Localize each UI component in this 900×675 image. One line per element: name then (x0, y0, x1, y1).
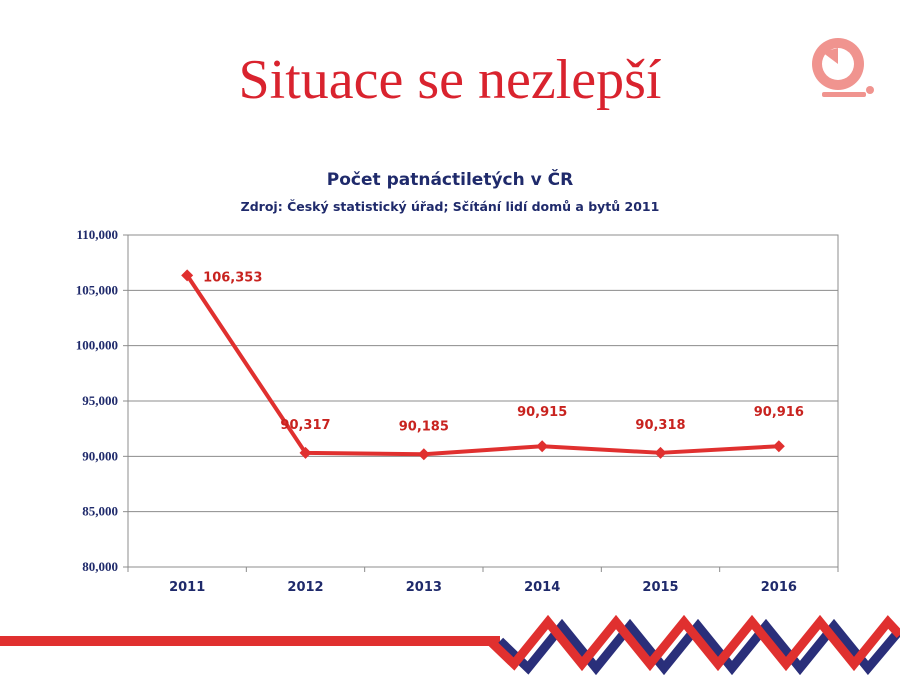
y-tick-label: 80,000 (82, 559, 118, 574)
chart-subtitle: Zdroj: Český statistický úřad; Sčítání l… (240, 199, 660, 214)
x-tick-label: 2011 (169, 580, 205, 595)
y-tick-label: 105,000 (76, 282, 118, 297)
chart-title: Počet patnáctiletých v ČR (326, 170, 574, 190)
series-line (185, 274, 779, 457)
y-tick-label: 95,000 (82, 393, 118, 408)
data-point (536, 440, 549, 453)
data-point (417, 448, 430, 461)
data-label: 90,185 (399, 419, 449, 434)
y-tick-label: 90,000 (82, 448, 118, 463)
data-label: 90,915 (517, 405, 567, 420)
x-tick-label: 2014 (524, 580, 560, 595)
clock-bell-icon (812, 38, 874, 97)
footer-decoration (0, 614, 900, 675)
x-tick-label: 2012 (287, 580, 323, 595)
y-tick-label: 100,000 (76, 338, 118, 353)
x-tick-label: 2016 (761, 580, 797, 595)
series (181, 269, 785, 461)
x-tick-labels: 2011 2012 2013 2014 2015 2016 (169, 580, 797, 595)
data-label: 90,318 (635, 418, 685, 433)
y-tick-label: 110,000 (76, 227, 118, 242)
data-point (772, 440, 785, 453)
x-tick-label: 2013 (406, 580, 442, 595)
data-point (654, 446, 667, 459)
data-label: 90,317 (280, 418, 330, 433)
data-point (299, 446, 312, 459)
slide-title: Situace se nezlepší (238, 49, 662, 111)
x-tick-label: 2015 (642, 580, 678, 595)
y-tick-labels: 80,000 85,000 90,000 95,000 100,000 105,000 11… (76, 227, 118, 574)
y-tick-label: 85,000 (82, 504, 118, 519)
data-point (181, 269, 194, 282)
data-label: 106,353 (203, 270, 262, 285)
axes (123, 234, 839, 572)
data-label: 90,916 (754, 405, 804, 420)
data-labels: 106,353 90,317 90,185 90,915 90,318 90,916 (203, 270, 804, 434)
